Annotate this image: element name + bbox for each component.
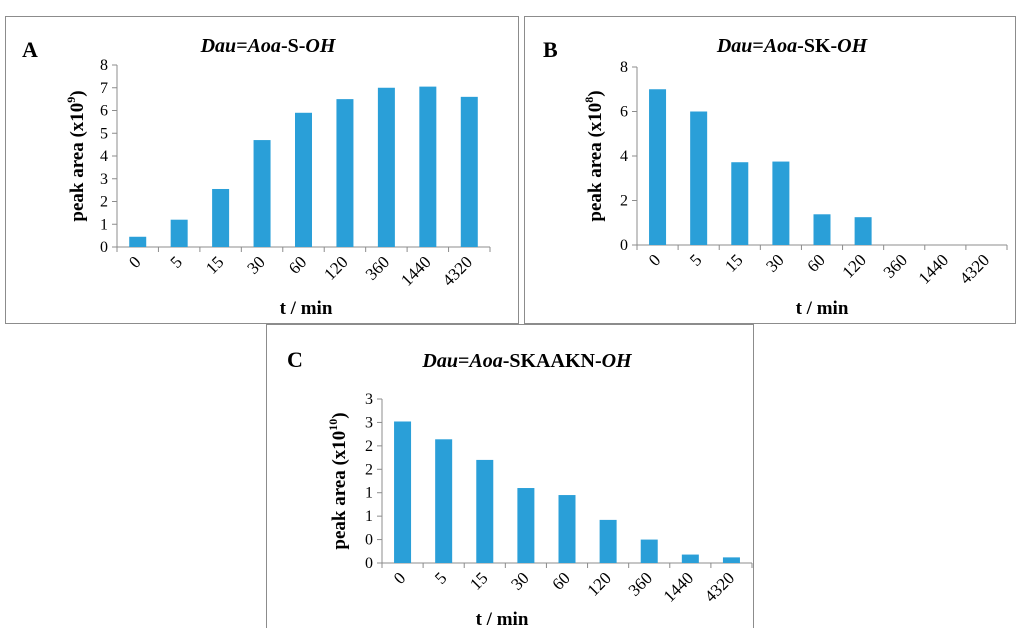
y-tick-label: 3 [100, 171, 108, 188]
chart-title-a: Dau=Aoa-S-OH [200, 35, 337, 57]
x-tick-label: 60 [285, 252, 310, 277]
bar-5 [690, 111, 708, 245]
y-tick-label: 2 [100, 194, 108, 211]
bar-60 [813, 214, 831, 245]
panel-letter-b: B [543, 37, 558, 62]
bar-60 [558, 495, 576, 563]
bar-0 [649, 89, 667, 245]
y-tick-label: 5 [100, 125, 108, 142]
bar-1440 [419, 86, 437, 247]
bar-15 [212, 188, 230, 247]
bar-5 [170, 219, 188, 247]
x-tick-label: 60 [548, 568, 573, 593]
bar-1440 [681, 554, 699, 563]
chart-panel-a: A Dau=Aoa-S-OH 0 1 2 3 4 5 6 7 8 0 5 15 30 60 120 360 1440… [5, 16, 519, 324]
bar-15 [731, 162, 749, 245]
y-axis-title: peak area (x108) [582, 90, 606, 221]
x-tick-label: 1440 [397, 252, 434, 289]
x-tick-label: 4320 [701, 568, 738, 605]
y-tick-label: 7 [100, 80, 108, 97]
x-axis-title: t / min [280, 298, 333, 319]
x-axis-title: t / min [476, 609, 529, 629]
x-tick-label: 15 [721, 250, 746, 275]
bar-360 [640, 539, 658, 563]
bar-120 [599, 519, 617, 563]
x-tick-label: 4320 [439, 252, 476, 289]
bar-5 [435, 439, 453, 563]
panel-letter-c: C [287, 347, 303, 372]
bar-4320 [722, 557, 740, 563]
chart-title-c: Dau=Aoa-SKAAKN-OH [421, 350, 633, 372]
x-tick-label: 0 [390, 568, 409, 587]
x-tick-label: 4320 [956, 250, 993, 287]
bar-30 [772, 161, 790, 245]
x-tick-label: 120 [320, 252, 351, 283]
x-tick-label: 30 [762, 250, 787, 275]
y-tick-label: 1 [100, 216, 108, 233]
bar-4320 [460, 96, 478, 247]
bar-120 [336, 99, 354, 247]
y-tick-label: 8 [620, 59, 628, 76]
y-tick-label: 0 [365, 532, 373, 549]
chart-panel-c: C Dau=Aoa-SKAAKN-OH 0 0 1 1 2 2 3 3 0 5 15 30 60 120 360… [266, 324, 754, 629]
chart-b-svg: B Dau=Aoa-SK-OH 0 2 4 6 8 0 5 15 30 60 120 360 1440 432… [543, 35, 1008, 319]
x-tick-label: 30 [507, 568, 532, 593]
y-tick-label: 0 [365, 555, 373, 572]
y-tick-label: 2 [365, 461, 373, 478]
x-tick-label: 5 [431, 568, 450, 587]
x-tick-label: 30 [243, 252, 268, 277]
bar-120 [854, 217, 872, 245]
bar-30 [253, 140, 271, 247]
chart-panel-b: B Dau=Aoa-SK-OH 0 2 4 6 8 0 5 15 30 60 120 360 1440 432… [524, 16, 1016, 324]
chart-a-svg: A Dau=Aoa-S-OH 0 1 2 3 4 5 6 7 8 0 5 15 30 60 120 360 1440… [22, 35, 491, 319]
panel-letter-a: A [22, 37, 38, 62]
y-tick-label: 1 [365, 485, 373, 502]
y-tick-label: 3 [365, 391, 373, 408]
x-tick-label: 120 [583, 568, 614, 599]
bar-0 [394, 421, 412, 563]
x-tick-label: 15 [466, 568, 491, 593]
y-tick-label: 3 [365, 414, 373, 431]
y-tick-label: 8 [100, 57, 108, 74]
y-tick-label: 1 [365, 508, 373, 525]
x-tick-label: 5 [686, 250, 705, 269]
x-tick-label: 0 [645, 250, 664, 269]
x-tick-label: 15 [202, 252, 227, 277]
bar-30 [517, 488, 535, 563]
y-tick-label: 4 [100, 148, 108, 165]
chart-title-b: Dau=Aoa-SK-OH [716, 35, 869, 57]
bar-15 [476, 459, 494, 563]
y-tick-label: 4 [620, 148, 628, 165]
y-tick-label: 2 [620, 193, 628, 210]
x-tick-label: 120 [838, 250, 869, 281]
y-axis-title: peak area (x109) [64, 90, 88, 221]
x-axis-title: t / min [796, 298, 849, 319]
bar-360 [377, 87, 395, 247]
x-tick-label: 360 [362, 252, 393, 283]
y-axis-title: peak area (x1010) [326, 412, 350, 549]
bar-60 [295, 112, 312, 248]
y-tick-label: 6 [100, 103, 108, 120]
y-tick-label: 0 [100, 239, 108, 256]
x-tick-label: 360 [625, 568, 656, 599]
x-tick-label: 1440 [915, 250, 952, 287]
y-tick-label: 2 [365, 438, 373, 455]
y-tick-label: 0 [620, 237, 628, 254]
x-tick-label: 5 [167, 252, 186, 271]
x-tick-label: 360 [880, 250, 911, 281]
y-tick-label: 6 [620, 104, 628, 121]
x-tick-label: 1440 [660, 568, 697, 605]
x-tick-label: 0 [125, 252, 144, 271]
bar-0 [129, 236, 147, 247]
x-tick-label: 60 [803, 250, 828, 275]
